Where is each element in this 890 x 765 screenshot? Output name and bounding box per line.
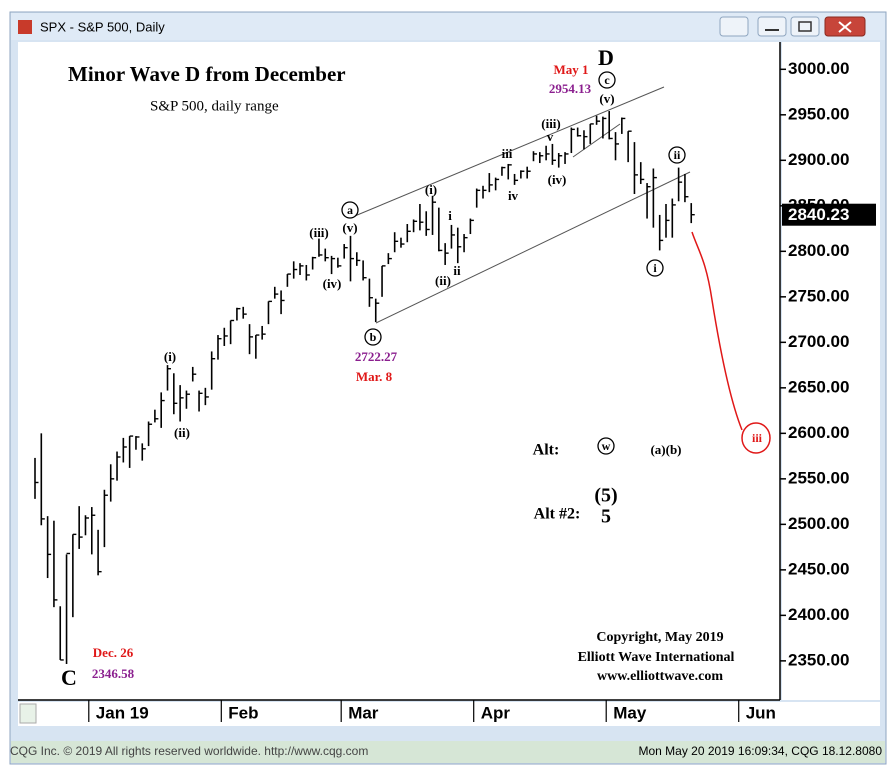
maximize-button[interactable] (790, 16, 820, 37)
window-title: SPX - S&P 500, Daily (40, 19, 165, 34)
annotation: ii (453, 263, 461, 278)
annotation: D (598, 45, 614, 70)
x-tick-label: Jan 19 (96, 703, 149, 722)
x-tick-label: Feb (228, 703, 258, 722)
x-tick-label: Apr (481, 703, 511, 722)
y-tick-label: 2450.00 (788, 559, 849, 578)
channel-lines (349, 86, 691, 324)
y-tick-label: 2750.00 (788, 286, 849, 305)
annotation: (ii) (174, 425, 190, 440)
annotation: iv (508, 188, 519, 203)
y-tick-label: 2700.00 (788, 332, 849, 351)
annotation: iii (752, 431, 763, 445)
time-axis (18, 702, 880, 726)
annotation: v (547, 129, 554, 144)
y-tick-label: 3000.00 (788, 59, 849, 78)
x-tick-label: Mar (348, 703, 379, 722)
circle-marker (597, 437, 615, 455)
y-tick-label: 2350.00 (788, 650, 849, 669)
x-tick-label: Jun (746, 703, 776, 722)
last-price-box (782, 203, 876, 226)
annotation: 2346.58 (92, 666, 135, 681)
y-tick-label: 2600.00 (788, 423, 849, 442)
annotation: Dec. 26 (93, 645, 134, 660)
circle-marker (364, 328, 382, 346)
annotation: iii (502, 146, 513, 161)
y-tick-label: 2800.00 (788, 241, 849, 260)
annotation: i (653, 261, 657, 275)
y-tick-label: 2400.00 (788, 605, 849, 624)
annotation: (v) (599, 91, 614, 106)
annotation: (5) (594, 485, 617, 507)
annotation: 2722.27 (355, 349, 398, 364)
circle-marker (598, 71, 616, 89)
y-tick-label: 2950.00 (788, 104, 849, 123)
annotation: c (604, 73, 610, 87)
annotation: (a)(b) (650, 442, 681, 457)
last-price-label: 2840.23 (788, 205, 849, 224)
annotation: www.elliottwave.com (597, 669, 723, 684)
annotation: ii (674, 148, 681, 162)
annotation: Alt: (533, 442, 560, 459)
minimize-button[interactable] (757, 16, 787, 37)
annotation: (i) (164, 349, 176, 364)
annotation: 2954.13 (549, 81, 592, 96)
annotation: (iv) (323, 276, 342, 291)
annotation: Mar. 8 (356, 369, 393, 384)
app-icon (18, 20, 32, 34)
link-button[interactable] (719, 16, 749, 37)
annotation: (iii) (309, 225, 329, 240)
y-tick-label: 2900.00 (788, 150, 849, 169)
chart-subtitle: S&P 500, daily range (150, 98, 279, 114)
annotation: Copyright, May 2019 (596, 630, 723, 645)
x-tick-label: May (613, 703, 647, 722)
annotation: a (347, 203, 353, 217)
status-bar (11, 741, 885, 763)
scroll-box[interactable] (19, 703, 37, 724)
annotation: w (602, 439, 611, 453)
circle-marker (341, 201, 359, 219)
annotation: May 1 (553, 62, 588, 77)
annotation: b (370, 330, 377, 344)
price-axis (782, 42, 880, 700)
y-tick-label: 2550.00 (788, 468, 849, 487)
chart-title: Minor Wave D from December (68, 62, 346, 86)
status-right: Mon May 20 2019 16:09:34, CQG 18.12.8080 (639, 744, 883, 758)
annotation: i (448, 208, 452, 223)
annotation: (ii) (435, 273, 451, 288)
y-tick-label: 2650.00 (788, 377, 849, 396)
circle-marker (646, 259, 664, 277)
annotation: Elliott Wave International (578, 650, 735, 665)
circle-marker (668, 146, 686, 164)
forecast-circle (741, 422, 771, 454)
annotation: (iii) (541, 116, 561, 131)
annotation: (i) (425, 182, 437, 197)
annotation: (v) (342, 220, 357, 235)
annotation: 5 (601, 506, 611, 528)
y-tick-label: 2500.00 (788, 514, 849, 533)
forecast-path (691, 231, 743, 431)
plot-area (18, 42, 780, 700)
status-left: CQG Inc. © 2019 All rights reserved worl… (10, 744, 368, 758)
annotation: Alt #2: (534, 506, 581, 523)
annotation: C (61, 665, 77, 690)
annotation: (iv) (548, 172, 567, 187)
